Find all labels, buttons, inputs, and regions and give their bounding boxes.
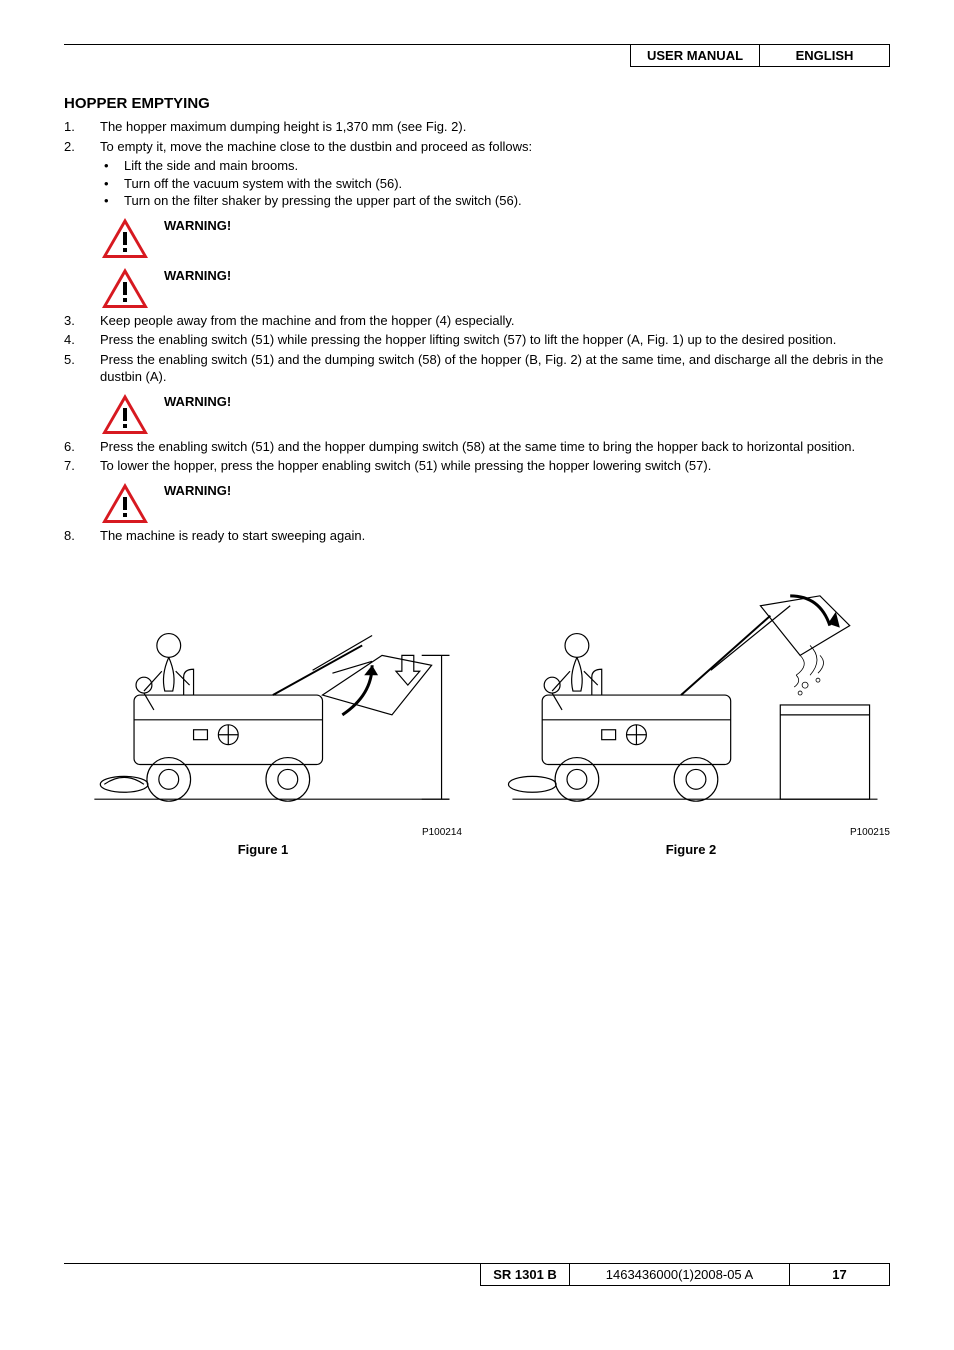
step-5: 5. Press the enabling switch (51) and th… xyxy=(64,351,890,386)
figure-1-image xyxy=(64,575,462,825)
steps-list: 1. The hopper maximum dumping height is … xyxy=(64,118,890,210)
header-boxes: USER MANUAL ENGLISH xyxy=(64,44,890,67)
footer-doc: 1463436000(1)2008-05 A xyxy=(570,1263,790,1286)
warning-label: WARNING! xyxy=(164,394,231,409)
figure-2-caption: Figure 2 xyxy=(666,842,717,857)
step-num: 6. xyxy=(64,438,100,456)
warning-icon xyxy=(100,216,150,260)
footer-page: 17 xyxy=(790,1263,890,1286)
sub-b: Turn off the vacuum system with the swit… xyxy=(100,175,890,193)
warning-3: WARNING! xyxy=(100,392,890,436)
step-2: 2. To empty it, move the machine close t… xyxy=(64,138,890,210)
figure-1-col: P100214 Figure 1 xyxy=(64,575,462,857)
step-num: 7. xyxy=(64,457,100,475)
sub-c: Turn on the filter shaker by pressing th… xyxy=(100,192,890,210)
warning-label: WARNING! xyxy=(164,483,231,498)
footer: SR 1301 B 1463436000(1)2008-05 A 17 xyxy=(64,1263,890,1286)
step-text: Keep people away from the machine and fr… xyxy=(100,312,890,330)
footer-model: SR 1301 B xyxy=(480,1263,570,1286)
step-4: 4. Press the enabling switch (51) while … xyxy=(64,331,890,349)
step-text: To empty it, move the machine close to t… xyxy=(100,138,890,210)
warning-icon xyxy=(100,266,150,310)
step-8: 8. The machine is ready to start sweepin… xyxy=(64,527,890,545)
step-num: 5. xyxy=(64,351,100,386)
top-rule xyxy=(64,44,890,45)
figure-1-code: P100214 xyxy=(422,827,462,838)
step-2-sublist: Lift the side and main brooms. Turn off … xyxy=(100,157,890,210)
steps-list-3: 6. Press the enabling switch (51) and th… xyxy=(64,438,890,475)
step-text: Press the enabling switch (51) and the h… xyxy=(100,438,890,456)
steps-list-4: 8. The machine is ready to start sweepin… xyxy=(64,527,890,545)
step-num: 8. xyxy=(64,527,100,545)
figure-2-image xyxy=(492,575,890,825)
steps-list-2: 3. Keep people away from the machine and… xyxy=(64,312,890,386)
warning-2: WARNING! xyxy=(100,266,890,310)
step-num: 4. xyxy=(64,331,100,349)
step-text: Press the enabling switch (51) while pre… xyxy=(100,331,890,349)
figure-2-col: P100215 Figure 2 xyxy=(492,575,890,857)
warning-icon xyxy=(100,481,150,525)
step-num: 3. xyxy=(64,312,100,330)
step-num: 1. xyxy=(64,118,100,136)
sub-a: Lift the side and main brooms. xyxy=(100,157,890,175)
warning-label: WARNING! xyxy=(164,268,231,283)
step-6: 6. Press the enabling switch (51) and th… xyxy=(64,438,890,456)
warning-icon xyxy=(100,392,150,436)
step-num: 2. xyxy=(64,138,100,210)
figures-row: P100214 Figure 1 xyxy=(64,575,890,857)
figure-1-caption: Figure 1 xyxy=(238,842,289,857)
figure-2-code: P100215 xyxy=(850,827,890,838)
header-language: ENGLISH xyxy=(760,44,890,67)
footer-boxes: SR 1301 B 1463436000(1)2008-05 A 17 xyxy=(64,1263,890,1286)
step-text: The machine is ready to start sweeping a… xyxy=(100,527,890,545)
step2-lead: To empty it, move the machine close to t… xyxy=(100,139,532,154)
step-7: 7. To lower the hopper, press the hopper… xyxy=(64,457,890,475)
header-user-manual: USER MANUAL xyxy=(630,44,760,67)
step-text: The hopper maximum dumping height is 1,3… xyxy=(100,118,890,136)
warning-4: WARNING! xyxy=(100,481,890,525)
step-3: 3. Keep people away from the machine and… xyxy=(64,312,890,330)
step-1: 1. The hopper maximum dumping height is … xyxy=(64,118,890,136)
step-text: Press the enabling switch (51) and the d… xyxy=(100,351,890,386)
section-title: HOPPER EMPTYING xyxy=(64,95,890,112)
step-text: To lower the hopper, press the hopper en… xyxy=(100,457,890,475)
warning-label: WARNING! xyxy=(164,218,231,233)
warning-1: WARNING! xyxy=(100,216,890,260)
